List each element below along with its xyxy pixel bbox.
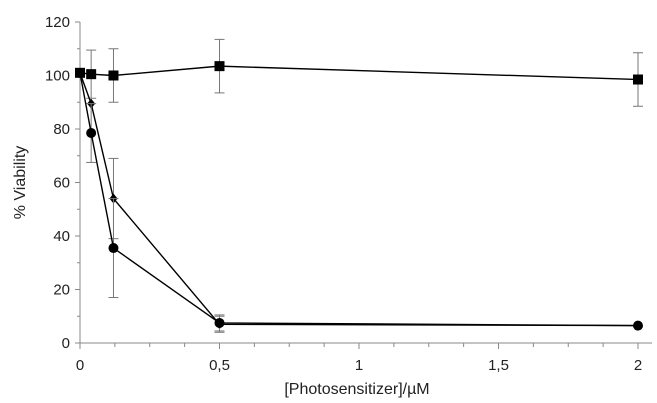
x-tick-label: 0,5 — [209, 357, 230, 374]
data-point-square — [86, 69, 97, 80]
x-tick-label: 1 — [355, 357, 363, 374]
data-point-square — [108, 70, 119, 81]
series-diamond — [76, 67, 642, 333]
series-line — [79, 65, 639, 81]
data-point-circle — [214, 317, 225, 328]
x-tick-label: 1,5 — [488, 357, 509, 374]
x-tick-label: 0 — [76, 357, 84, 374]
x-axis-ticks: 0 0,5 1 1,5 2 — [76, 343, 642, 374]
data-point-square — [214, 61, 225, 72]
y-tick-label: 40 — [53, 228, 70, 245]
series-line — [79, 72, 639, 327]
y-tick-label: 120 — [45, 14, 70, 31]
y-tick-label: 60 — [53, 175, 70, 192]
x-axis-title: [Photosensitizer]/µM — [284, 381, 429, 398]
y-tick-label: 80 — [53, 121, 70, 138]
y-tick-label: 0 — [62, 335, 70, 352]
series-layer — [75, 38, 643, 333]
data-point-circle — [108, 243, 119, 254]
data-point-circle — [633, 320, 643, 331]
y-tick-label: 100 — [45, 68, 70, 85]
series-circle — [75, 67, 643, 332]
y-tick-label: 20 — [53, 282, 70, 299]
data-point-square — [633, 74, 643, 85]
series-square — [75, 38, 643, 107]
y-axis-ticks: 0 20 40 60 80 100 120 — [45, 14, 80, 352]
data-point-circle — [86, 128, 97, 139]
y-axis-title: % Viability — [12, 146, 29, 220]
data-point-circle — [75, 67, 85, 78]
x-tick-label: 2 — [634, 357, 642, 374]
series-line — [79, 72, 639, 327]
